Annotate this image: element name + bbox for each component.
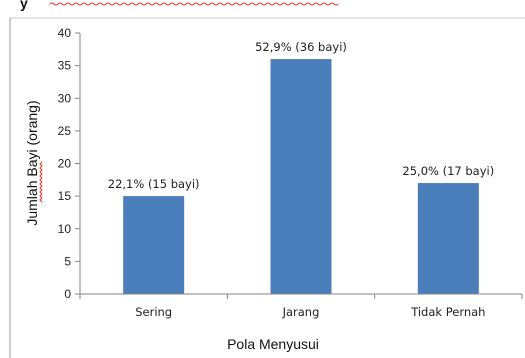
y-tick-label: 15	[58, 189, 72, 203]
spellcheck-underline-ylabel	[39, 161, 43, 203]
y-axis-title: Jumlah Bayi (orang)	[24, 100, 40, 225]
y-tick-label: 30	[58, 91, 72, 105]
x-axis-title: Pola Menyusui	[227, 336, 319, 352]
y-tick-label: 20	[58, 157, 72, 171]
category-label: Tidak Pernah	[410, 305, 485, 319]
y-tick-label: 5	[64, 254, 71, 268]
spellcheck-underline-decoration	[49, 2, 339, 6]
bar-tidak-pernah	[417, 183, 479, 294]
cropped-caption-fragment: y	[20, 0, 28, 11]
y-tick-label: 40	[58, 26, 72, 40]
y-tick-label: 0	[64, 287, 71, 301]
bar-jarang	[270, 59, 332, 294]
category-label: Jarang	[282, 305, 320, 319]
category-label: Sering	[135, 305, 172, 319]
bars-group	[79, 59, 523, 299]
data-label: 22,1% (15 bayi)	[108, 177, 200, 191]
data-label: 25,0% (17 bayi)	[402, 164, 494, 178]
bar-sering	[123, 196, 185, 294]
y-axis-ticks: 0 5 10 15 20 25 30 35 40	[58, 26, 80, 301]
y-tick-label: 35	[58, 59, 72, 73]
category-labels-group: Sering Jarang Tidak Pernah	[135, 305, 485, 319]
data-label: 52,9% (36 bayi)	[255, 40, 347, 54]
data-labels-group: 22,1% (15 bayi) 52,9% (36 bayi) 25,0% (17 …	[108, 40, 494, 191]
y-tick-label: 10	[58, 222, 72, 236]
y-tick-label: 25	[58, 124, 72, 138]
